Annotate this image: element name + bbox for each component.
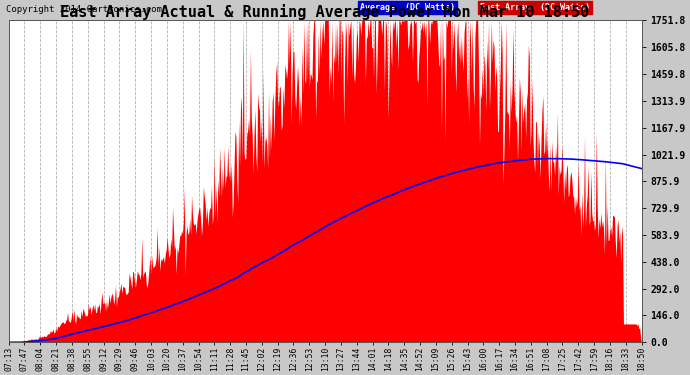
Title: East Array Actual & Running Average Power Mon Mar 10 18:50: East Array Actual & Running Average Powe… <box>61 4 590 20</box>
Text: East Array  (DC Watts): East Array (DC Watts) <box>480 3 590 12</box>
Text: Copyright 2014 Cartronics.com: Copyright 2014 Cartronics.com <box>6 5 161 14</box>
Text: Average  (DC Watts): Average (DC Watts) <box>360 3 455 12</box>
